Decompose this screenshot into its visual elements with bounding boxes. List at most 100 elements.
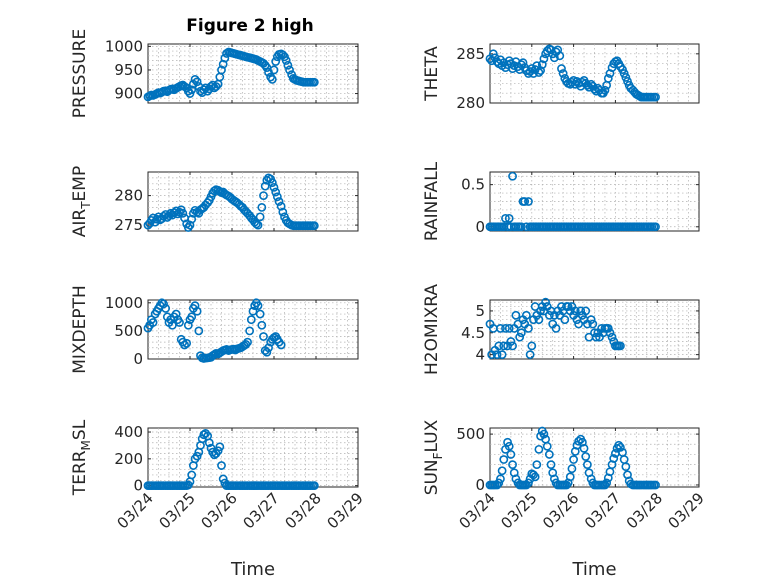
data-point bbox=[603, 324, 613, 333]
data-point bbox=[276, 201, 286, 211]
data-point bbox=[257, 202, 267, 212]
data-point bbox=[521, 310, 531, 320]
data-point bbox=[576, 306, 586, 316]
data-point bbox=[524, 324, 533, 333]
data-point bbox=[278, 207, 288, 217]
data-point bbox=[183, 320, 193, 330]
y-tick-label: 0 bbox=[475, 218, 485, 236]
data-point bbox=[246, 315, 256, 325]
data-point bbox=[541, 297, 550, 307]
data-point bbox=[309, 221, 319, 231]
data-point bbox=[241, 339, 251, 349]
data-point bbox=[259, 332, 268, 341]
data-point bbox=[182, 338, 192, 348]
data-point bbox=[530, 472, 540, 482]
data-point bbox=[506, 337, 516, 346]
data-point bbox=[269, 182, 279, 192]
subplot-4: 0 0.5 RAINFALL bbox=[422, 161, 700, 241]
data-point bbox=[167, 320, 177, 330]
data-point bbox=[614, 440, 624, 450]
data-point bbox=[192, 306, 202, 316]
data-point bbox=[516, 328, 526, 338]
data-point bbox=[267, 178, 277, 188]
y-axis-label-main: AIR bbox=[70, 209, 90, 238]
subplot-6: 4 4.5 5 H2OMIXRA bbox=[422, 284, 700, 375]
data-point bbox=[492, 350, 502, 360]
data-point bbox=[582, 460, 592, 470]
data-point bbox=[159, 211, 168, 221]
data-point bbox=[569, 455, 578, 464]
data-point bbox=[194, 326, 204, 336]
data-point bbox=[281, 56, 291, 65]
data-point bbox=[544, 310, 554, 320]
y-axis-label: SUNFLUX bbox=[422, 419, 445, 495]
data-point bbox=[217, 65, 226, 75]
data-point bbox=[574, 436, 584, 446]
data-point bbox=[267, 75, 277, 84]
data-point bbox=[187, 312, 197, 322]
data-point bbox=[524, 478, 533, 488]
data-point bbox=[309, 481, 319, 491]
y-axis-label: MIXDEPTH bbox=[70, 285, 90, 374]
data-point bbox=[161, 304, 171, 313]
subplot-5: 0 500 1000 MIXDEPTH bbox=[70, 285, 359, 374]
data-point bbox=[499, 341, 509, 351]
data-point bbox=[215, 187, 225, 196]
data-point bbox=[211, 82, 221, 91]
y-axis-label: TERRMSL bbox=[70, 419, 93, 496]
subplot-3: 275 280 AIRTEMP bbox=[70, 166, 359, 238]
data-point bbox=[497, 350, 507, 360]
data-point bbox=[190, 301, 200, 311]
data-point bbox=[570, 306, 580, 316]
data-point bbox=[579, 443, 589, 453]
data-point bbox=[501, 324, 510, 333]
data-point bbox=[508, 171, 517, 181]
data-point bbox=[551, 324, 561, 333]
data-point bbox=[588, 319, 598, 329]
data-series bbox=[485, 171, 660, 232]
data-point bbox=[542, 441, 552, 451]
data-point bbox=[309, 77, 319, 87]
y-tick-label: 500 bbox=[114, 322, 143, 340]
data-point bbox=[192, 77, 202, 87]
chart-title: Figure 2 high bbox=[186, 16, 314, 36]
data-point bbox=[285, 65, 294, 75]
y-axis-label-rest: SL bbox=[70, 419, 90, 440]
data-point bbox=[534, 444, 544, 454]
data-point bbox=[501, 213, 510, 223]
y-axis-label-main: SUN bbox=[422, 459, 442, 495]
data-point bbox=[159, 299, 168, 309]
y-axis-label-subscript: T bbox=[79, 201, 93, 210]
data-point bbox=[199, 430, 209, 440]
data-series bbox=[143, 428, 319, 491]
data-point bbox=[529, 470, 538, 480]
data-point bbox=[272, 192, 282, 202]
data-point bbox=[218, 474, 228, 484]
y-tick-label: 200 bbox=[114, 450, 143, 468]
data-point bbox=[187, 214, 197, 224]
data-point bbox=[504, 441, 514, 451]
data-point bbox=[616, 341, 625, 351]
y-tick-label: 280 bbox=[456, 94, 485, 112]
y-tick-label: 1000 bbox=[105, 294, 143, 312]
data-point bbox=[262, 347, 272, 357]
data-point bbox=[260, 181, 270, 191]
data-point bbox=[248, 306, 258, 316]
data-point bbox=[651, 222, 660, 232]
data-point bbox=[521, 480, 531, 490]
data-point bbox=[605, 328, 615, 338]
data-point bbox=[534, 68, 544, 77]
data-point bbox=[274, 197, 284, 206]
data-point bbox=[616, 442, 625, 452]
data-point bbox=[581, 306, 591, 316]
data-series bbox=[143, 298, 286, 363]
data-point bbox=[574, 319, 584, 329]
data-point bbox=[539, 429, 549, 439]
data-point bbox=[251, 219, 261, 229]
data-point bbox=[536, 306, 545, 316]
y-tick-label: 900 bbox=[114, 85, 143, 103]
data-series bbox=[143, 47, 319, 102]
data-point bbox=[621, 462, 631, 472]
data-point bbox=[518, 58, 528, 68]
